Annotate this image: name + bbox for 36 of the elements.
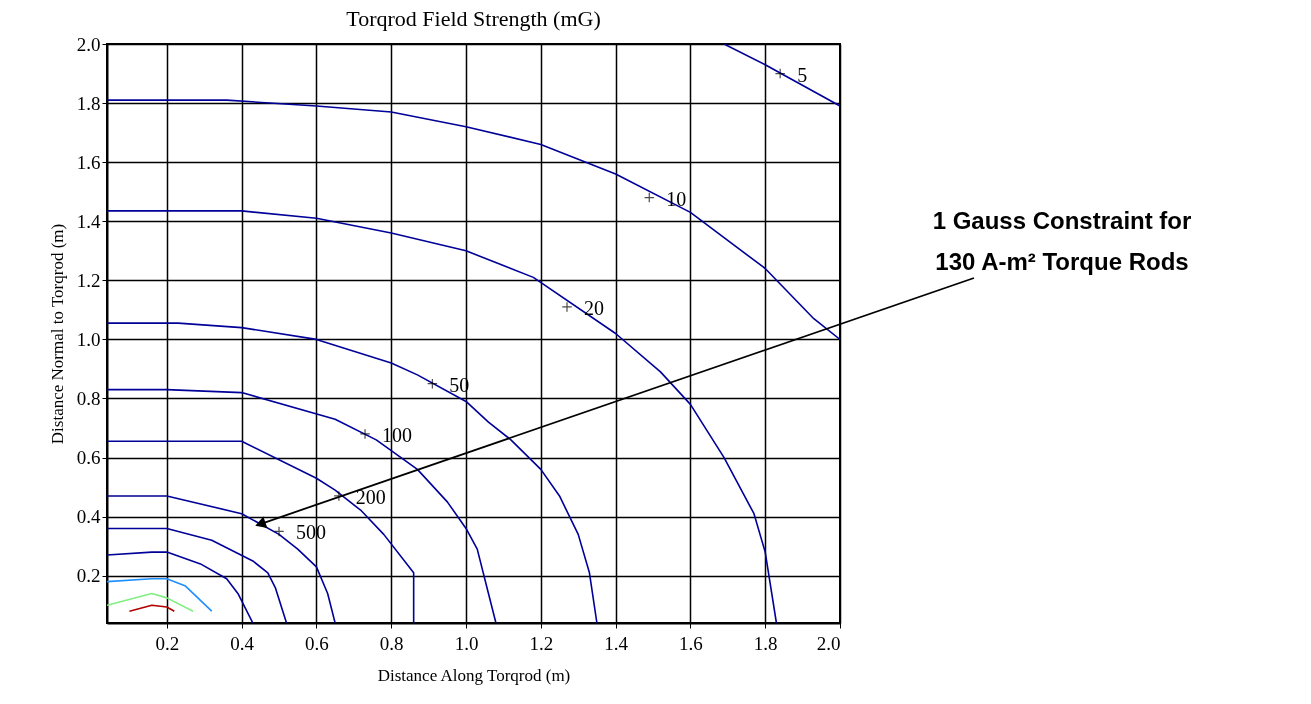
line-series xyxy=(107,440,415,623)
line-series xyxy=(107,322,598,623)
line-series xyxy=(107,592,194,612)
y-tick-label: 1.6 xyxy=(76,151,101,173)
annotation: 1 Gauss Constraint for 130 A-m² Torque Rods xyxy=(932,207,1192,275)
y-tick-label: 0.8 xyxy=(76,387,101,409)
x-tick-label: 1.2 xyxy=(529,632,554,654)
annotation: 20 xyxy=(583,296,604,319)
x-tick-label: 1.0 xyxy=(454,632,479,654)
y-tick-label: 1.0 xyxy=(76,328,101,350)
annotation: 10 xyxy=(666,187,687,210)
x-tick-label: 1.8 xyxy=(753,632,778,654)
y-tick-label: 0.4 xyxy=(76,506,101,528)
line-series xyxy=(107,495,336,623)
annotation: 5 xyxy=(797,63,808,86)
x-tick-label: 2.0 xyxy=(816,632,841,654)
x-tick-label: 0.2 xyxy=(155,632,180,654)
x-tick-label: 0.8 xyxy=(379,632,404,654)
x-tick-label: 0.6 xyxy=(305,632,329,654)
y-tick-label: 1.4 xyxy=(76,210,101,232)
y-tick-label: 0.6 xyxy=(76,447,101,469)
x-tick-label: 0.4 xyxy=(230,632,255,654)
chart-title: Torqrod Field Strength (mG) xyxy=(346,6,601,31)
annotation: 200 xyxy=(355,485,386,508)
line-series xyxy=(107,210,778,623)
line-series xyxy=(107,551,254,623)
x-axis-title: Distance Along Torqrod (m) xyxy=(377,665,571,685)
y-tick-label: 0.2 xyxy=(76,565,101,587)
x-tick-label: 1.4 xyxy=(604,632,629,654)
y-tick-label: 2.0 xyxy=(76,33,101,55)
line-series xyxy=(107,577,213,612)
line-series xyxy=(107,527,288,623)
y-axis-title: Distance Normal to Torqrod (m) xyxy=(47,223,67,445)
y-tick-label: 1.2 xyxy=(76,269,101,291)
y-tick-label: 1.8 xyxy=(76,92,101,114)
x-tick-label: 1.6 xyxy=(679,632,703,654)
